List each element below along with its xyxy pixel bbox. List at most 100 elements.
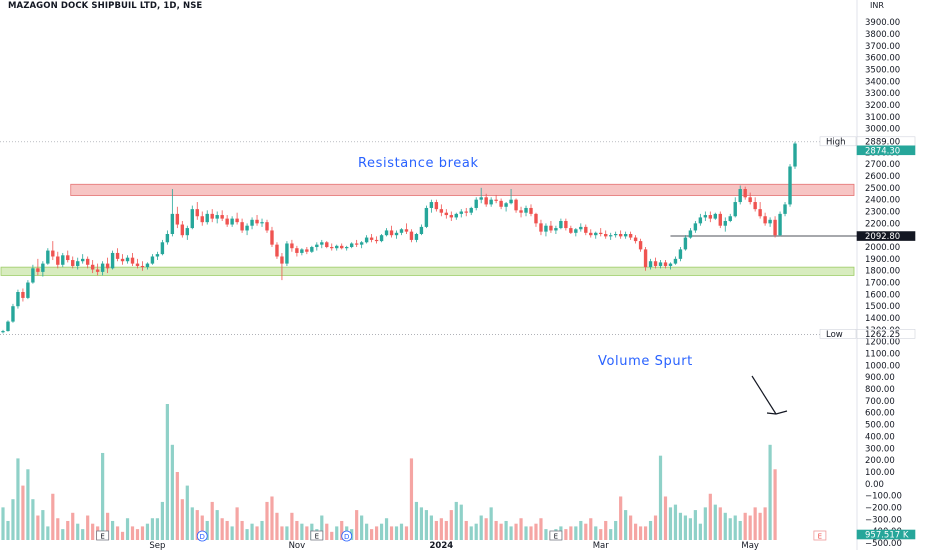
candle-body xyxy=(41,263,45,272)
candle-body xyxy=(71,260,75,266)
candle-body xyxy=(36,268,40,272)
volume-bar xyxy=(210,501,214,540)
volume-bar xyxy=(384,518,389,540)
volume-bar xyxy=(31,499,35,540)
volume-bar xyxy=(374,526,379,540)
volume-bar xyxy=(155,518,160,540)
volume-bar xyxy=(479,515,483,540)
candle-body xyxy=(723,220,727,226)
volume-bar xyxy=(71,512,75,540)
volume-bar xyxy=(300,523,304,540)
volume-bar xyxy=(11,499,15,540)
candle-body xyxy=(340,245,344,249)
volume-bar xyxy=(609,529,613,540)
candle-body xyxy=(708,215,713,219)
volume-bar xyxy=(36,515,40,540)
candle-body xyxy=(793,143,797,167)
price-tick-label: 2400.00 xyxy=(865,196,900,206)
candle-body xyxy=(325,242,329,248)
price-tick-label: 2500.00 xyxy=(865,184,900,194)
volume-bar xyxy=(106,512,110,540)
time-axis-label: Mar xyxy=(593,541,610,550)
volume-bar xyxy=(638,526,643,540)
volume-bar xyxy=(120,531,125,540)
candle-body xyxy=(295,248,299,253)
volume-bar xyxy=(514,523,518,540)
volume-bar xyxy=(389,526,394,540)
volume-bar xyxy=(290,512,294,540)
volume-bar xyxy=(653,515,658,540)
candle-body xyxy=(300,249,304,253)
volume-bar xyxy=(140,526,145,540)
candle-body xyxy=(464,211,468,213)
candle-body xyxy=(489,199,493,205)
candle-body xyxy=(394,232,399,236)
volume-bar xyxy=(230,526,234,540)
volume-bar xyxy=(539,518,543,540)
volume-bar xyxy=(439,518,443,540)
price-tick-label: 3200.00 xyxy=(865,101,900,111)
candle-body xyxy=(330,247,334,249)
volume-bar xyxy=(160,501,164,540)
volume-bar xyxy=(125,518,130,540)
candle-body xyxy=(260,222,264,224)
volume-bar xyxy=(46,526,50,540)
volume-bar xyxy=(409,458,414,540)
candle-body xyxy=(240,222,244,231)
volume-bar xyxy=(634,523,638,540)
candle-body xyxy=(633,237,638,242)
dividend-marker xyxy=(341,530,353,542)
candle-body xyxy=(170,213,175,235)
volume-bar xyxy=(379,523,384,540)
volume-bar xyxy=(180,499,184,540)
candle-body xyxy=(544,225,548,232)
volume-bar xyxy=(544,529,548,540)
candle-body xyxy=(56,256,60,265)
candle-body xyxy=(618,234,623,237)
price-tick-label: −200.00 xyxy=(865,503,902,513)
volume-bar xyxy=(773,469,777,540)
volume-bar xyxy=(469,526,473,540)
volume-bar xyxy=(150,518,155,540)
price-tag-value: 1262.25 xyxy=(865,330,900,340)
volume-bar xyxy=(76,523,80,540)
candle-body xyxy=(21,292,25,298)
price-tick-label: 2700.00 xyxy=(865,160,900,170)
price-tick-label: 900.00 xyxy=(865,373,895,383)
dividend-marker-label: D xyxy=(200,533,205,541)
candle-body xyxy=(210,213,214,219)
volume-bar xyxy=(115,526,120,540)
price-tick-label: 3900.00 xyxy=(865,18,900,28)
volume-bar xyxy=(738,520,742,540)
candle-body xyxy=(31,268,35,283)
candle-body xyxy=(484,197,488,205)
volume-bar xyxy=(360,515,364,540)
candle-body xyxy=(135,263,140,266)
candle-body xyxy=(354,243,359,245)
candle-body xyxy=(1,331,5,333)
candle-body xyxy=(534,213,538,224)
price-tick-label: 300.00 xyxy=(865,444,895,454)
candle-body xyxy=(369,237,374,240)
volume-bar xyxy=(270,496,274,540)
dividend-marker xyxy=(196,530,208,542)
candle-body xyxy=(604,234,608,237)
time-axis-label: May xyxy=(741,541,759,550)
candle-body xyxy=(85,258,90,265)
price-tag-value: 2889.00 xyxy=(865,137,900,147)
annotation-volume-spurt: Volume Spurt xyxy=(598,354,693,369)
candle-body xyxy=(310,247,314,252)
candle-body xyxy=(748,197,752,203)
volume-bar xyxy=(135,529,140,540)
volume-bar xyxy=(688,518,692,540)
volume-bar xyxy=(240,520,244,540)
volume-bar xyxy=(419,507,424,540)
candle-body xyxy=(200,216,204,223)
volume-bar xyxy=(305,526,309,540)
candle-body xyxy=(290,243,294,249)
candle-body xyxy=(364,237,369,243)
volume-bar xyxy=(190,507,194,540)
candle-body xyxy=(165,234,170,243)
candle-body xyxy=(409,231,414,240)
